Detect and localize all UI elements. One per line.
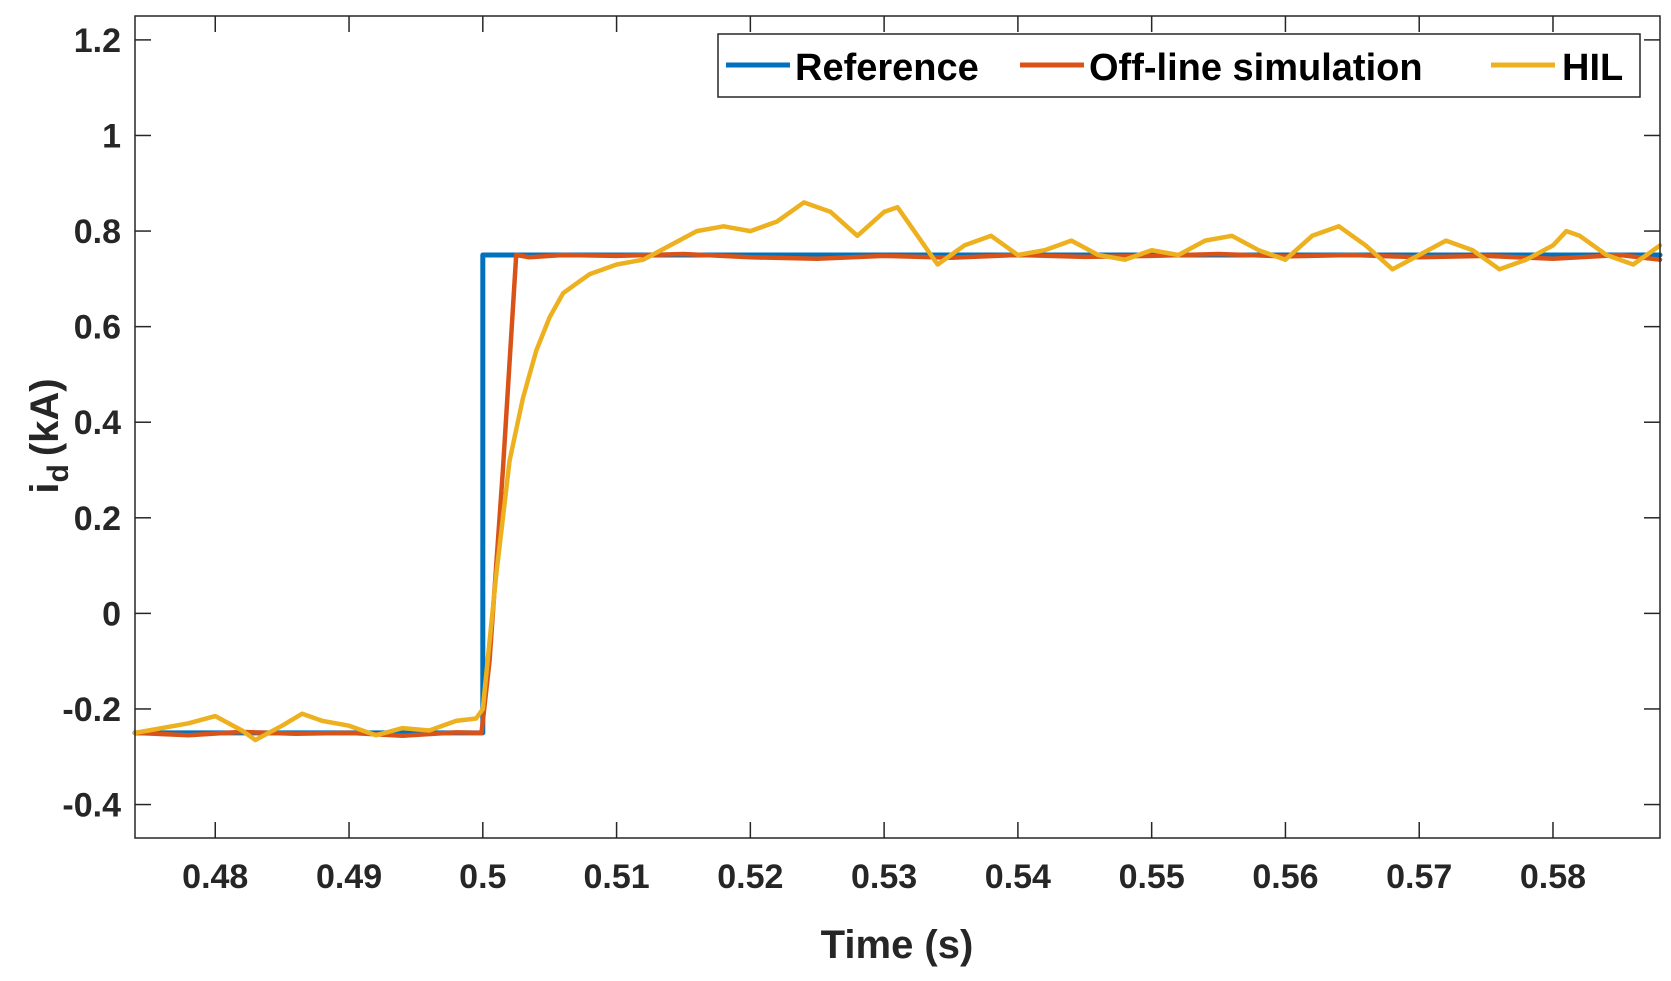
x-tick-label: 0.51 (583, 858, 649, 896)
y-tick-label: 0.4 (74, 404, 121, 442)
series-line-offline-simulation (132, 251, 1663, 738)
x-tick-label: 0.55 (1119, 858, 1185, 896)
y-tick-label: 1.2 (74, 22, 121, 60)
x-tick-label: 0.56 (1252, 858, 1318, 896)
y-tick-label: 0.8 (74, 213, 121, 251)
x-axis-title: Time (s) (821, 923, 974, 967)
y-tick-label: -0.2 (62, 691, 121, 729)
tick-labels: 0.48 0.49 0.5 0.51 0.52 0.53 0.54 0.55 0.56 0.57 0… (62, 22, 1586, 896)
x-tick-label: 0.57 (1386, 858, 1452, 896)
axes-frame (134, 15, 1661, 839)
y-tick-label: 0.6 (74, 309, 121, 347)
x-tick-label: 0.49 (316, 858, 382, 896)
plot-background (135, 16, 1660, 838)
y-tick-label: 0.2 (74, 500, 121, 538)
x-tick-label: 0.52 (717, 858, 783, 896)
axes-group (134, 15, 1661, 839)
legend-box (717, 33, 1641, 98)
series-group (132, 200, 1663, 743)
legend-label-offline-simulation: Off-line simulation (1089, 47, 1423, 89)
y-axis-title-subscript: d (42, 464, 75, 482)
y-axis-title-unit: (kA) (23, 378, 67, 456)
series-line-hil (132, 200, 1663, 743)
x-tick-label: 0.5 (459, 858, 506, 896)
legend: Reference Off-line simulation HIL (717, 33, 1641, 98)
y-axis-title-main: i (23, 482, 67, 493)
svg-text:id(kA): id (kA) (23, 378, 75, 493)
legend-label-hil: HIL (1562, 47, 1623, 89)
plot-area (135, 16, 1660, 838)
legend-label-reference: Reference (795, 47, 979, 89)
y-axis-title: id (kA) (23, 378, 75, 493)
x-tick-label: 0.54 (985, 858, 1051, 896)
y-tick-label: 0 (102, 595, 121, 633)
y-tick-label: -0.4 (62, 787, 121, 825)
x-tick-label: 0.58 (1520, 858, 1586, 896)
y-tick-label: 1 (102, 117, 121, 155)
x-tick-label: 0.53 (851, 858, 917, 896)
x-tick-label: 0.48 (182, 858, 248, 896)
